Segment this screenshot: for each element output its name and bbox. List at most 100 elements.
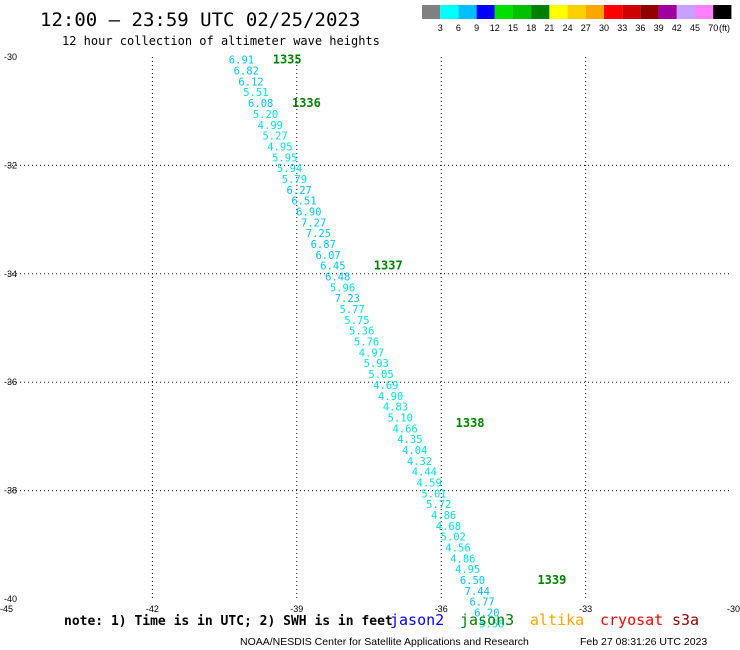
wave-height-point: 6.90 <box>296 206 321 218</box>
wave-height-point: 5.96 <box>330 282 355 294</box>
wave-height-point: 4.59 <box>417 477 442 489</box>
wave-height-point: 5.01 <box>421 488 446 500</box>
colorbar-swatch <box>676 5 695 19</box>
wave-height-point: 7.23 <box>335 293 360 305</box>
colorbar-label: 30 <box>599 23 609 33</box>
wave-height-point: 6.87 <box>311 239 336 251</box>
colorbar-swatch <box>458 5 477 19</box>
wave-height-point: 5.10 <box>388 412 413 424</box>
wave-height-point: 4.99 <box>258 120 283 132</box>
colorbar-label: 15 <box>508 23 518 33</box>
satellite-legend-jason2: jason2 <box>390 611 444 629</box>
satellite-legend-s3a: s3a <box>672 611 699 629</box>
wave-height-point: 4.90 <box>378 391 403 403</box>
satellite-legend-altika: altika <box>530 611 584 629</box>
x-tick-label: -39 <box>290 604 303 614</box>
wave-height-point: 4.32 <box>407 456 432 468</box>
pass-label: 1339 <box>537 573 566 587</box>
colorbar-swatch <box>640 5 659 19</box>
wave-height-point: 4.04 <box>402 445 427 457</box>
colorbar-label: 39 <box>654 23 664 33</box>
colorbar-label: 12 <box>490 23 500 33</box>
colorbar-label: 36 <box>635 23 645 33</box>
colorbar-label: 3 <box>438 23 443 33</box>
colorbar-swatch <box>622 5 641 19</box>
colorbar-swatch <box>531 5 550 19</box>
colorbar-swatch <box>494 5 513 19</box>
x-tick-label: -33 <box>579 604 592 614</box>
y-tick-label: -32 <box>4 160 17 170</box>
colorbar-label: 9 <box>474 23 479 33</box>
y-tick-label: -36 <box>4 377 17 387</box>
wave-height-point: 4.95 <box>455 564 480 576</box>
wave-height-point: 5.36 <box>349 326 374 338</box>
colorbar-swatch <box>567 5 586 19</box>
pass-label: 1338 <box>456 416 485 430</box>
colorbar-label: 24 <box>563 23 573 33</box>
wave-height-point: 5.51 <box>243 87 268 99</box>
satellite-legend-cryosat: cryosat <box>600 611 663 629</box>
pass-label: 1335 <box>273 53 302 67</box>
colorbar-swatch <box>422 5 441 19</box>
wave-height-point: 7.25 <box>306 228 331 240</box>
wave-height-point: 4.86 <box>450 553 475 565</box>
colorbar-swatch <box>695 5 714 19</box>
colorbar-label: 21 <box>544 23 554 33</box>
wave-height-point: 5.76 <box>354 337 379 349</box>
wave-height-point: 4.95 <box>267 141 292 153</box>
colorbar-swatch <box>476 5 495 19</box>
y-tick-label: -40 <box>4 594 17 604</box>
wave-height-point: 5.79 <box>282 174 307 186</box>
x-tick-label: -45 <box>0 604 13 614</box>
wave-height-point: 5.95 <box>272 152 297 164</box>
wave-height-point: 6.50 <box>460 575 485 587</box>
footer-credit: NOAA/NESDIS Center for Satellite Applica… <box>240 636 529 648</box>
wave-height-point: 5.27 <box>262 131 287 143</box>
colorbar-label: 45 <box>690 23 700 33</box>
colorbar-swatch <box>513 5 532 19</box>
colorbar-swatch <box>440 5 459 19</box>
wave-height-point: 4.56 <box>445 543 470 555</box>
wave-height-point: 5.72 <box>426 499 451 511</box>
wave-height-point: 4.66 <box>392 423 417 435</box>
wave-height-point: 5.58 <box>479 618 504 630</box>
wave-height-point: 5.93 <box>364 358 389 370</box>
y-tick-labels: -30 -32 -34 -36 -38 -40 <box>4 52 17 604</box>
wave-height-point: 7.44 <box>465 586 490 598</box>
satellite-legend-jason3: jason3 <box>460 611 514 629</box>
wave-height-point: 4.97 <box>359 347 384 359</box>
wave-height-point: 6.07 <box>315 250 340 262</box>
wave-height-point: 6.77 <box>469 597 494 609</box>
colorbar-swatch <box>604 5 623 19</box>
x-tick-labels: -45 -42 -39 -36 -33 -30 <box>0 604 740 614</box>
grid-lines <box>8 57 730 599</box>
wave-height-point: 6.45 <box>320 261 345 273</box>
wave-height-point: 4.35 <box>397 434 422 446</box>
colorbar-swatch <box>585 5 604 19</box>
wave-height-point: 6.12 <box>238 76 263 88</box>
wave-height-point: 6.20 <box>474 608 499 620</box>
colorbar-swatch <box>549 5 568 19</box>
footer-note: note: 1) Time is in UTC; 2) SWH is in fe… <box>64 614 393 629</box>
wave-height-point: 5.20 <box>253 109 278 121</box>
wave-height-point: 6.08 <box>248 98 273 110</box>
satellite-legend: jason2 jason3 altika cryosat s3a <box>390 611 699 629</box>
wave-height-point: 6.82 <box>234 66 259 78</box>
wave-height-point: 7.27 <box>301 217 326 229</box>
wave-height-point: 6.27 <box>287 185 312 197</box>
wave-height-point: 5.94 <box>277 163 302 175</box>
colorbar-label: 6 <box>456 23 461 33</box>
colorbar: 3 6 9 12 15 18 21 24 27 30 33 36 39 42 45 70 (ft) <box>422 5 732 33</box>
wave-height-point: 5.77 <box>340 304 365 316</box>
wave-height-point: 5.02 <box>441 532 466 544</box>
wave-height-point: 6.91 <box>229 55 254 67</box>
wave-height-point: 4.69 <box>373 380 398 392</box>
wave-height-point: 6.48 <box>325 272 350 284</box>
colorbar-label: 27 <box>581 23 591 33</box>
wave-height-point: 4.83 <box>383 402 408 414</box>
colorbar-label: 18 <box>526 23 536 33</box>
colorbar-label: 42 <box>672 23 682 33</box>
pass-number-labels: 1335 1336 1337 1338 1339 <box>273 53 567 587</box>
wave-height-point: 4.68 <box>436 521 461 533</box>
